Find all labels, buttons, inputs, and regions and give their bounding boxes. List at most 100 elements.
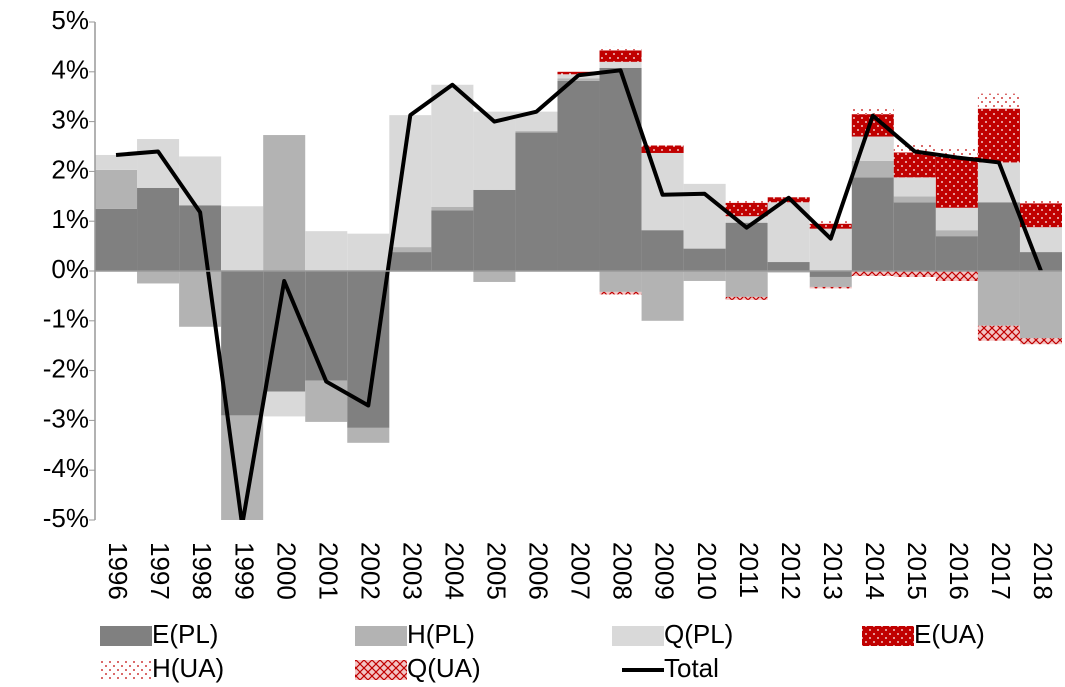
bar-segment <box>557 78 600 81</box>
y-tick-label: 2% <box>51 154 89 184</box>
bar-segment <box>851 114 894 137</box>
x-tick-label: 2004 <box>439 542 469 600</box>
x-tick-label: 2017 <box>986 542 1016 600</box>
y-tick-label: 3% <box>51 104 89 134</box>
bar-segment <box>347 427 390 443</box>
x-tick-label: 2018 <box>1028 542 1058 600</box>
bar-segment <box>95 169 138 209</box>
y-tick-label: 0% <box>51 254 89 284</box>
bar-segment <box>599 67 642 271</box>
bar-segment <box>473 271 516 282</box>
x-tick-label: 2002 <box>355 542 385 600</box>
legend-label: H(PL) <box>407 619 475 649</box>
bar-segment <box>557 80 600 271</box>
x-tick-label: 2013 <box>818 542 848 600</box>
legend-label: H(UA) <box>152 653 224 683</box>
bar-segment <box>599 61 642 68</box>
bar-segment <box>137 271 180 284</box>
bar-segment <box>263 391 306 417</box>
x-tick-label: 1998 <box>187 542 217 600</box>
bar-segment <box>809 221 852 224</box>
bar-segment <box>977 325 1020 341</box>
bar-segment <box>473 189 516 271</box>
bar-segment <box>389 252 432 271</box>
bar-segment <box>935 147 978 157</box>
bar-segment <box>725 271 768 297</box>
bar-segment <box>977 108 1020 163</box>
bar-segment <box>557 71 600 75</box>
x-tick-label: 2015 <box>902 542 932 600</box>
bar-segment <box>305 271 348 381</box>
bar-segment <box>515 132 558 271</box>
x-tick-label: 2010 <box>692 542 722 600</box>
x-tick-label: 2011 <box>734 542 764 598</box>
bar-segment <box>599 50 642 62</box>
bar-segment <box>851 108 894 115</box>
y-tick-label: 1% <box>51 204 89 234</box>
x-tick-label: 2007 <box>566 542 596 600</box>
x-tick-label: 2009 <box>650 542 680 600</box>
bar-segment <box>431 206 474 211</box>
bar-segment <box>1019 338 1062 345</box>
bar-segment <box>893 202 936 271</box>
bar-segment <box>95 208 138 271</box>
bar-segment <box>767 262 810 271</box>
bar-segment <box>221 271 264 416</box>
bar-segment <box>935 156 978 208</box>
bar-segment <box>977 202 1020 271</box>
bar-segment <box>1019 203 1062 228</box>
legend-swatch <box>100 626 152 646</box>
legend-swatch <box>612 626 664 646</box>
x-tick-label: 2014 <box>860 542 890 600</box>
bar-segment <box>641 230 684 271</box>
bar-segment <box>725 200 768 203</box>
bar-segment <box>935 207 978 231</box>
x-tick-label: 2016 <box>944 542 974 600</box>
x-tick-label: 2005 <box>482 542 512 600</box>
bar-segment <box>893 152 936 178</box>
bar-segment <box>893 196 936 203</box>
y-tick-label: -4% <box>43 453 89 483</box>
bar-segment <box>137 139 180 188</box>
bar-segment <box>305 380 348 422</box>
bar-segment <box>725 202 768 217</box>
legend-label: E(PL) <box>152 619 218 649</box>
y-tick-label: -3% <box>43 403 89 433</box>
bar-segment <box>893 145 936 153</box>
bar-segment <box>137 187 180 271</box>
line-series <box>115 68 1043 520</box>
legend-label: Q(PL) <box>664 619 733 649</box>
y-tick-label: -2% <box>43 353 89 383</box>
legend-label: E(UA) <box>914 619 985 649</box>
bar-segment <box>893 177 936 197</box>
x-tick-label: 1999 <box>229 542 259 600</box>
y-tick-label: -1% <box>43 304 89 334</box>
y-tick-label: 4% <box>51 55 89 85</box>
bar-segment <box>1019 252 1062 271</box>
bar-segment <box>305 231 348 271</box>
bar-segment <box>851 271 894 276</box>
x-tick-label: 2008 <box>608 542 638 600</box>
legend-swatch <box>355 660 407 680</box>
bar-segment <box>809 271 852 277</box>
bar-segment <box>893 271 936 277</box>
bar-segment <box>515 111 558 132</box>
bar-segment <box>1019 271 1062 339</box>
legend-label: Total <box>664 653 719 683</box>
bar-segment <box>221 206 264 271</box>
legend-swatch <box>862 626 914 646</box>
x-tick-label: 2001 <box>313 542 343 600</box>
x-tick-label: 2012 <box>776 542 806 600</box>
bar-segment <box>809 223 852 229</box>
bar-segment <box>977 93 1020 109</box>
bar-segment <box>179 156 222 206</box>
legend-label: Q(UA) <box>407 653 481 683</box>
bar-segment <box>725 216 768 223</box>
bar-segment <box>431 84 474 207</box>
legend-swatch <box>100 660 152 680</box>
bar-segment <box>851 160 894 178</box>
bar-segment <box>809 276 852 287</box>
bar-segment <box>473 111 516 190</box>
bar-segment <box>599 291 642 295</box>
bar-segment <box>599 46 642 51</box>
